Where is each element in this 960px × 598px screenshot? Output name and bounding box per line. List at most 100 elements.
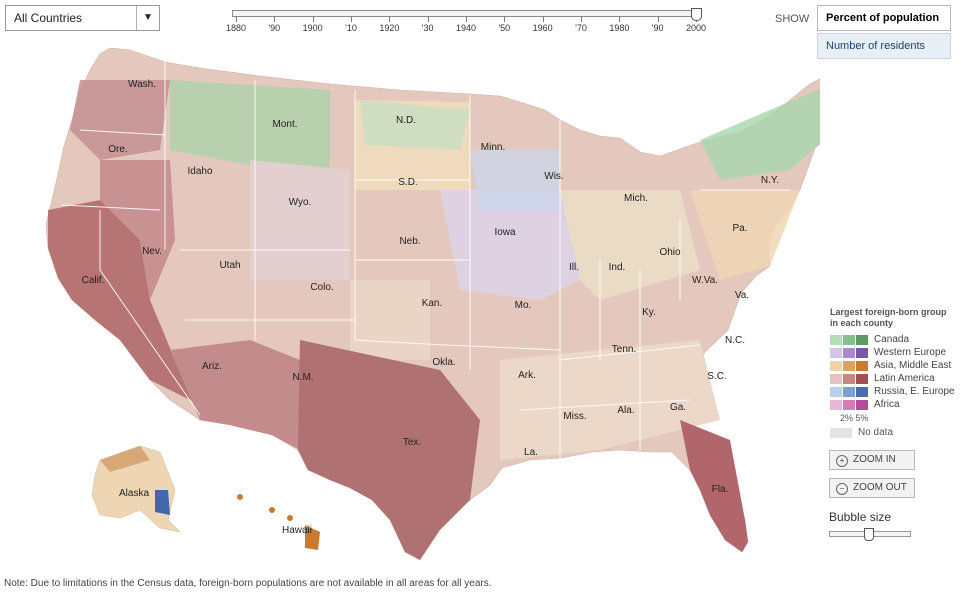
bubble-size-label: Bubble size [829, 510, 892, 524]
state-label: Fla. [712, 484, 729, 495]
legend-swatch [843, 360, 855, 371]
timeline-tick [466, 17, 467, 22]
bubble-size-handle[interactable] [864, 528, 874, 541]
state-label: Ariz. [202, 361, 222, 372]
legend-swatch [843, 347, 855, 358]
state-label: Alaska [119, 488, 149, 499]
zoom-in-label: ZOOM IN [853, 454, 896, 465]
zoom-in-icon: + [836, 455, 848, 467]
timeline-tick [542, 17, 544, 22]
state-label: Ala. [617, 405, 634, 416]
state-label: Mo. [515, 300, 532, 311]
legend-row: Africa [830, 398, 955, 411]
timeline-label-6[interactable]: 1940 [455, 23, 477, 33]
legend-swatch [830, 399, 842, 410]
state-label: Va. [735, 290, 749, 301]
timeline-track[interactable] [232, 10, 700, 17]
zoom-out-button[interactable]: − ZOOM OUT [829, 478, 915, 498]
state-label: La. [524, 447, 538, 458]
state-label: Colo. [310, 282, 333, 293]
state-label: S.C. [707, 371, 726, 382]
map-legend: Largest foreign-born group in each count… [830, 307, 955, 438]
legend-swatch [856, 360, 868, 371]
legend-swatch [856, 399, 868, 410]
state-label: Ohio [659, 247, 681, 258]
timeline-tick [427, 17, 429, 22]
state-label: Ga. [670, 402, 686, 413]
legend-label: Canada [874, 334, 910, 345]
hawaii [237, 494, 320, 550]
legend-swatch [830, 386, 842, 397]
timeline-label-11[interactable]: '90 [651, 23, 664, 33]
no-data-swatch [830, 427, 852, 438]
state-label: W.Va. [692, 275, 718, 286]
state-borders [61, 62, 790, 460]
chevron-down-icon[interactable]: ▼ [136, 6, 159, 30]
state-label: Ky. [642, 307, 656, 318]
timeline-handle[interactable] [691, 8, 702, 21]
state-label: Calif. [82, 275, 105, 286]
timeline-tick [504, 17, 506, 22]
timeline-label-3[interactable]: '10 [345, 23, 357, 33]
timeline-tick [389, 17, 391, 22]
state-label: N.M. [292, 372, 313, 383]
legend-scale: 2% 5% [830, 413, 955, 423]
state-label: Utah [219, 260, 240, 271]
number-of-residents-button[interactable]: Number of residents [817, 33, 951, 59]
timeline-label-8[interactable]: 1960 [532, 23, 553, 33]
legend-row: Western Europe [830, 346, 955, 359]
legend-no-data: No data [830, 427, 955, 438]
legend-label: Russia, E. Europe [874, 386, 955, 397]
timeline-label-12[interactable]: 2000 [685, 23, 707, 33]
state-label: Wyo. [289, 197, 312, 208]
timeline-label-7[interactable]: '50 [498, 23, 511, 33]
state-label: Minn. [481, 142, 505, 153]
legend-swatch [830, 347, 842, 358]
legend-row: Russia, E. Europe [830, 385, 955, 398]
legend-swatch [843, 399, 855, 410]
legend-row: Asia, Middle East [830, 359, 955, 372]
timeline-label-1[interactable]: '90 [268, 23, 281, 33]
state-label: N.Y. [761, 175, 779, 186]
state-label: Idaho [187, 166, 212, 177]
legend-label: Western Europe [874, 347, 947, 358]
timeline-label-10[interactable]: 1980 [609, 23, 630, 33]
state-label: Tenn. [612, 344, 636, 355]
legend-swatch [856, 334, 868, 345]
timeline-label-5[interactable]: '30 [421, 23, 434, 33]
country-select-value: All Countries [14, 11, 83, 25]
timeline-label-2[interactable]: 1900 [302, 23, 323, 33]
legend-swatch [830, 334, 842, 345]
timeline-label-4[interactable]: 1920 [379, 23, 400, 33]
percent-of-population-button[interactable]: Percent of population [817, 5, 951, 31]
zoom-out-icon: − [836, 483, 848, 495]
timeline-label-9[interactable]: '70 [575, 23, 587, 33]
zoom-out-label: ZOOM OUT [853, 482, 907, 493]
year-timeline[interactable]: 1880 '90 1900 '10 1920 '30 1940 '50 1960 '70 1980 '… [226, 6, 706, 40]
legend-swatch [830, 373, 842, 384]
legend-label: Asia, Middle East [874, 360, 952, 371]
timeline-tick [657, 17, 659, 22]
state-label: Kan. [422, 298, 443, 309]
legend-swatch [856, 373, 868, 384]
legend-swatch [843, 373, 855, 384]
timeline-tick [312, 17, 314, 22]
state-label: Miss. [563, 411, 586, 422]
state-label: Ore. [108, 144, 127, 155]
state-label: Ill. [569, 262, 579, 273]
legend-row: Canada [830, 333, 955, 346]
legend-scale-high: 5% [855, 413, 869, 423]
state-label: Neb. [399, 236, 420, 247]
timeline-tick [581, 17, 582, 22]
show-label: SHOW [775, 13, 810, 25]
timeline-label-0[interactable]: 1880 [225, 23, 247, 33]
zoom-in-button[interactable]: + ZOOM IN [829, 450, 915, 470]
country-select[interactable]: All Countries ▼ [5, 5, 160, 31]
state-label: Wis. [544, 171, 563, 182]
county-color-regions [48, 80, 820, 560]
legend-swatch [843, 334, 855, 345]
legend-scale-low: 2% [840, 413, 854, 423]
state-label: N.C. [725, 335, 745, 346]
us-county-map[interactable]: Wash. Ore. Calif. Idaho Nev. Mont. Wyo. Utah Ari… [0, 40, 820, 565]
footnote: Note: Due to limitations in the Census d… [4, 578, 492, 589]
